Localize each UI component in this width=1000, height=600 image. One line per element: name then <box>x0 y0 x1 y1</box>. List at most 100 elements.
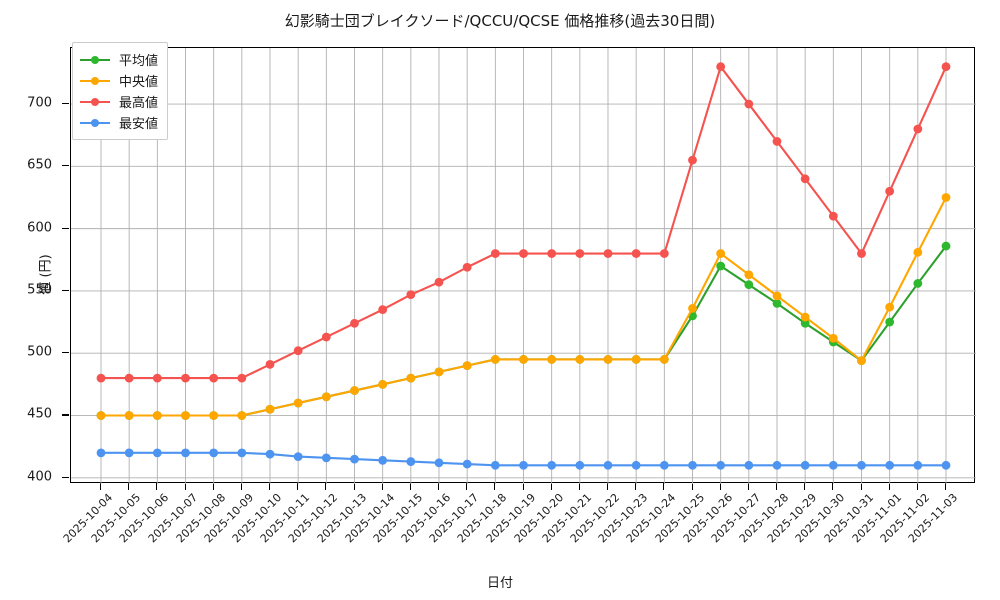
x-axis-tick-mark <box>804 483 806 490</box>
y-axis-tick-labels: 400 450 500 550 600 650 700 <box>0 47 62 485</box>
series-marker <box>800 460 810 470</box>
series-marker <box>96 411 106 420</box>
series-marker <box>124 448 134 458</box>
series-marker <box>547 355 557 364</box>
y-axis-tick-mark <box>62 289 69 291</box>
series-marker <box>490 460 500 470</box>
series-marker <box>462 459 472 469</box>
series-marker <box>293 346 303 356</box>
series-marker <box>688 155 697 165</box>
legend-label: 最安値 <box>119 117 159 132</box>
legend-item[interactable]: 最安値 <box>80 112 158 133</box>
series-marker <box>96 448 106 458</box>
series-marker <box>941 193 951 202</box>
series-marker <box>265 404 275 414</box>
x-axis-tick-mark <box>832 483 834 490</box>
x-axis-tick-mark <box>269 483 271 490</box>
x-axis-tick-mark <box>945 483 947 490</box>
series-marker <box>434 458 444 468</box>
plot-area <box>70 47 976 484</box>
series-marker <box>237 373 247 383</box>
x-axis-tick-mark <box>128 483 130 490</box>
data-series-layer <box>96 62 951 470</box>
y-axis-tick-mark <box>62 476 69 478</box>
series-marker <box>237 411 247 420</box>
legend-item[interactable]: 中央値 <box>80 70 158 91</box>
x-axis-tick-mark <box>691 483 693 490</box>
series-marker <box>744 280 754 290</box>
y-axis-tick-label: 600 <box>27 220 52 236</box>
series-marker <box>772 137 782 146</box>
series-marker <box>237 448 247 458</box>
y-axis-tick-mark <box>62 227 69 229</box>
series-marker <box>800 174 810 184</box>
series-marker <box>490 355 500 364</box>
series-marker <box>772 298 782 308</box>
series-marker <box>716 460 726 470</box>
series-marker <box>490 249 500 258</box>
legend-swatch-icon <box>80 75 110 87</box>
series-marker <box>350 386 359 395</box>
x-axis-tick-mark <box>381 483 383 490</box>
y-axis-tick-label: 650 <box>27 157 52 173</box>
x-axis-tick-mark <box>100 483 102 490</box>
series-marker <box>350 318 359 328</box>
series-marker <box>913 124 923 134</box>
series-marker <box>181 411 190 420</box>
series-marker <box>152 373 162 383</box>
x-axis-tick-mark <box>156 483 158 490</box>
series-marker <box>716 62 726 72</box>
y-axis-tick-mark <box>62 103 69 105</box>
series-marker <box>800 312 810 322</box>
series-marker <box>716 249 726 258</box>
legend-item[interactable]: 平均値 <box>80 49 158 70</box>
x-axis-tick-mark <box>240 483 242 490</box>
series-marker <box>124 373 134 383</box>
x-axis-tick-mark <box>776 483 778 490</box>
series-marker <box>152 448 162 458</box>
x-axis-title: 日付 <box>486 576 513 591</box>
series-marker <box>293 452 303 461</box>
series-marker <box>265 360 275 369</box>
x-axis-tick-mark <box>184 483 186 490</box>
series-marker <box>885 317 895 327</box>
y-axis-tick-label: 500 <box>27 344 52 360</box>
series-marker <box>885 186 895 196</box>
series-marker <box>857 249 866 258</box>
x-axis-tick-mark <box>297 483 299 490</box>
x-axis-tick-mark <box>860 483 862 490</box>
series-marker <box>659 249 669 258</box>
x-axis-tick-mark <box>663 483 665 490</box>
x-axis-tick-mark <box>466 483 468 490</box>
y-axis-tick-mark <box>62 414 69 416</box>
legend-label: 最高値 <box>119 96 159 111</box>
x-axis-tick-mark <box>719 483 721 490</box>
series-marker <box>744 99 754 109</box>
series-marker <box>603 460 613 470</box>
series-marker <box>321 392 331 402</box>
series-marker <box>716 261 726 271</box>
legend-swatch-icon <box>80 54 110 66</box>
series-marker <box>857 460 866 470</box>
x-axis-tick-mark <box>212 483 214 490</box>
series-marker <box>434 277 444 287</box>
series-marker <box>631 355 641 364</box>
series-marker <box>406 457 416 466</box>
series-marker <box>913 460 923 470</box>
chart-title: 幻影騎士団ブレイクソード/QCCU/QCSE 価格推移(過去30日間) <box>284 12 716 30</box>
series-marker <box>603 249 613 258</box>
x-axis-tick-mark <box>353 483 355 490</box>
series-marker <box>152 411 162 420</box>
x-axis-tick-mark <box>635 483 637 490</box>
x-axis-ticks <box>70 483 975 491</box>
series-marker <box>941 241 951 251</box>
series-marker <box>406 290 416 300</box>
series-marker <box>265 449 275 459</box>
series-marker <box>857 356 866 366</box>
legend-item[interactable]: 最高値 <box>80 91 158 112</box>
series-marker <box>659 460 669 470</box>
series-marker <box>885 460 895 470</box>
x-axis-tick-mark <box>916 483 918 490</box>
series-marker <box>547 460 557 470</box>
